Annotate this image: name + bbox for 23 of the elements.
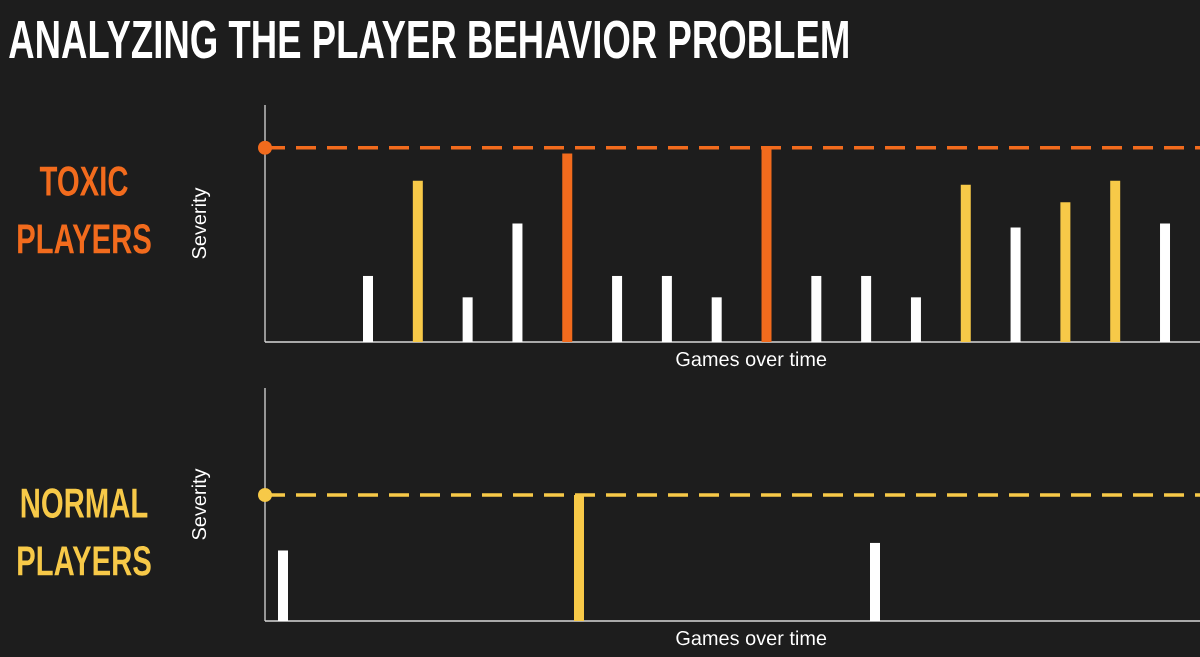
y-axis-title: Severity — [191, 468, 211, 540]
bar — [1110, 180, 1121, 342]
bar — [811, 275, 822, 342]
chart-subtitle: NORMAL PLAYERS — [18, 488, 151, 576]
y-axis-title: Severity — [191, 187, 211, 259]
bar — [711, 297, 722, 342]
x-axis-title: Games over time — [676, 351, 827, 367]
bar — [661, 275, 672, 342]
bar — [1160, 223, 1171, 342]
bar — [960, 184, 971, 342]
bar — [861, 275, 872, 342]
chart-title: ANALYZING THE PLAYER BEHAVIOR PROBLEM — [9, 20, 848, 59]
bar — [1010, 227, 1021, 342]
bar — [512, 223, 523, 342]
bar — [562, 153, 573, 342]
x-axis-title: Games over time — [676, 630, 827, 646]
bar — [462, 297, 473, 342]
bar — [612, 275, 623, 342]
bar — [363, 275, 373, 342]
bar — [1060, 202, 1071, 342]
bar — [412, 180, 423, 342]
text: TOXIC PLAYERS — [18, 166, 151, 254]
bar — [910, 297, 921, 342]
